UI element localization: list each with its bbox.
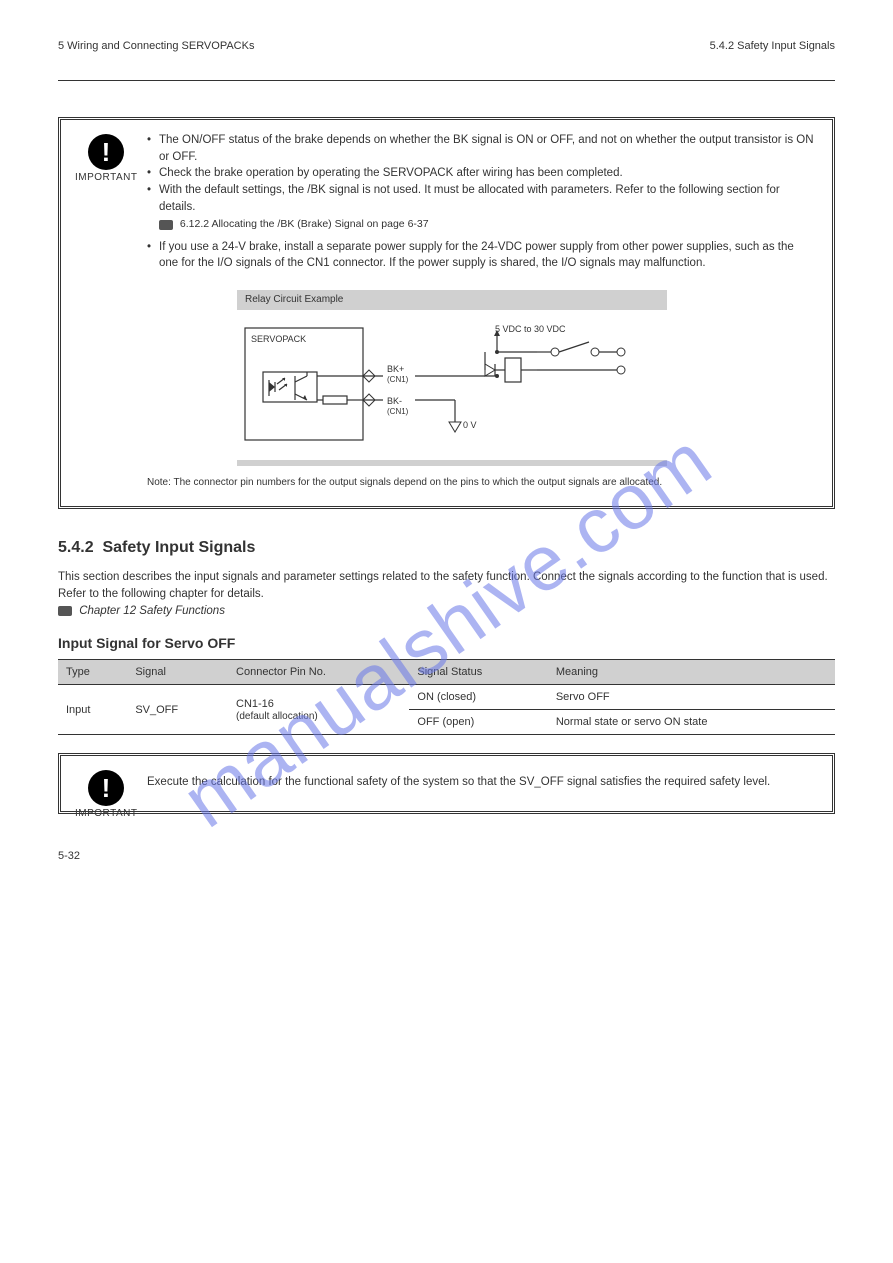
section-title-text: Safety Input Signals bbox=[102, 539, 255, 556]
important-label: IMPORTANT bbox=[75, 172, 137, 183]
svg-text:BK+: BK+ bbox=[387, 364, 404, 374]
diagram-note: Note: The connector pin numbers for the … bbox=[147, 476, 816, 491]
important-icon-block: ! IMPORTANT bbox=[75, 770, 137, 819]
section-heading: 5.4.2 Safety Input Signals bbox=[58, 539, 835, 557]
important-box-2: ! IMPORTANT Execute the calculation for … bbox=[58, 753, 835, 814]
relay-circuit-diagram: Relay Circuit Example SERVOPACK bbox=[147, 290, 816, 466]
signal-table: Type Signal Connector Pin No. Signal Sta… bbox=[58, 659, 835, 735]
section-number: 5.4.2 bbox=[58, 539, 94, 556]
exclamation-icon: ! bbox=[88, 134, 124, 170]
bullet-text: If you use a 24-V brake, install a separ… bbox=[159, 239, 816, 272]
th-signal: Signal bbox=[127, 660, 228, 685]
td-meaning: Servo OFF bbox=[548, 685, 835, 710]
td-status: OFF (open) bbox=[409, 710, 547, 735]
th-type: Type bbox=[58, 660, 127, 685]
diagram-title-bar: Relay Circuit Example bbox=[237, 290, 667, 310]
th-status: Signal Status bbox=[409, 660, 547, 685]
important-box-2-text: Execute the calculation for the function… bbox=[147, 768, 816, 791]
td-pin: CN1-16(default allocation) bbox=[228, 685, 409, 735]
important-box-1: ! IMPORTANT •The ON/OFF status of the br… bbox=[58, 117, 835, 509]
header-right: 5.4.2 Safety Input Signals bbox=[710, 40, 835, 52]
th-meaning: Meaning bbox=[548, 660, 835, 685]
svg-text:BK-: BK- bbox=[387, 396, 402, 406]
bullet-text: With the default settings, the /BK signa… bbox=[159, 182, 816, 215]
important-label: IMPORTANT bbox=[75, 808, 137, 819]
svg-text:5 VDC to 30 VDC: 5 VDC to 30 VDC bbox=[495, 324, 566, 334]
exclamation-icon: ! bbox=[88, 770, 124, 806]
header-left: 5 Wiring and Connecting SERVOPACKs bbox=[58, 40, 254, 52]
svg-text:(CN1): (CN1) bbox=[387, 407, 409, 416]
ref-text: 6.12.2 Allocating the /BK (Brake) Signal… bbox=[180, 218, 429, 230]
servopack-label: SERVOPACK bbox=[251, 334, 306, 344]
section-ref: Chapter 12 Safety Functions bbox=[79, 605, 225, 617]
svg-text:0 V: 0 V bbox=[463, 420, 477, 430]
td-signal: SV_OFF bbox=[127, 685, 228, 735]
th-pin: Connector Pin No. bbox=[228, 660, 409, 685]
subsection-heading: Input Signal for Servo OFF bbox=[58, 635, 835, 651]
td-type: Input bbox=[58, 685, 127, 735]
td-meaning: Normal state or servo ON state bbox=[548, 710, 835, 735]
manual-icon bbox=[58, 606, 72, 616]
bullet-text: Check the brake operation by operating t… bbox=[159, 165, 816, 182]
svg-text:(CN1): (CN1) bbox=[387, 375, 409, 384]
page-number: 5-32 bbox=[58, 850, 835, 862]
manual-icon bbox=[159, 220, 173, 230]
important-icon-block: ! IMPORTANT bbox=[75, 134, 137, 183]
section-intro: This section describes the input signals… bbox=[58, 569, 835, 619]
header-divider bbox=[58, 80, 835, 81]
td-status: ON (closed) bbox=[409, 685, 547, 710]
bullet-text: The ON/OFF status of the brake depends o… bbox=[159, 132, 816, 165]
